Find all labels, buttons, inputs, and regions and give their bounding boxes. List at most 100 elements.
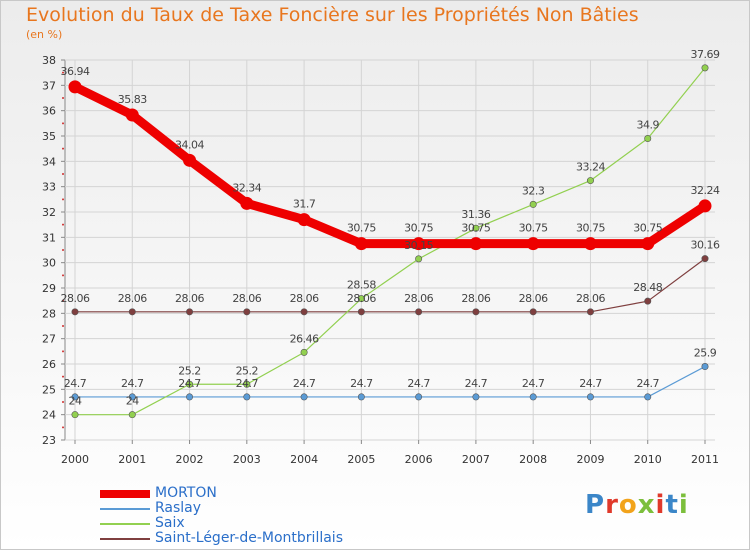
data-point-0 xyxy=(583,237,597,251)
legend-label-saix: Saix xyxy=(155,515,185,531)
x-tick-label: 2001 xyxy=(118,453,146,466)
data-point-0 xyxy=(412,237,426,251)
data-label-0: 31.7 xyxy=(293,198,316,211)
data-point-0 xyxy=(183,153,197,167)
data-label-3: 28.06 xyxy=(118,292,147,305)
data-point-3 xyxy=(186,308,194,316)
data-point-1 xyxy=(586,393,594,401)
data-point-2 xyxy=(71,411,79,419)
x-tick-label: 2007 xyxy=(462,453,490,466)
data-label-2: 25.2 xyxy=(178,364,201,377)
y-tick-label: 31 xyxy=(42,231,56,244)
logo-letter: x xyxy=(637,490,656,520)
data-point-1 xyxy=(128,393,136,401)
data-point-3 xyxy=(243,308,251,316)
data-point-1 xyxy=(644,393,652,401)
data-point-3 xyxy=(644,297,652,305)
y-minor-tick xyxy=(62,198,64,201)
logo-letter: P xyxy=(585,490,606,520)
data-label-0: 30.75 xyxy=(461,222,490,235)
data-point-0 xyxy=(354,237,368,251)
logo-letter: i xyxy=(655,490,666,520)
data-point-2 xyxy=(586,177,594,185)
data-label-3: 28.06 xyxy=(461,292,490,305)
y-minor-tick xyxy=(62,375,64,378)
legend-swatch-raslay xyxy=(100,508,150,510)
data-label-3: 28.06 xyxy=(175,292,204,305)
data-label-1: 24.7 xyxy=(579,377,602,390)
data-label-2: 33.24 xyxy=(576,161,605,174)
data-label-3: 28.06 xyxy=(61,292,90,305)
data-point-3 xyxy=(586,308,594,316)
y-minor-tick xyxy=(62,325,64,327)
data-label-0: 30.75 xyxy=(633,222,662,235)
legend-swatch-morton xyxy=(100,490,150,498)
y-minor-tick xyxy=(62,223,64,226)
data-label-3: 28.06 xyxy=(232,292,261,305)
data-point-3 xyxy=(300,308,308,316)
legend-label-raslay: Raslay xyxy=(155,500,202,516)
y-tick-label: 30 xyxy=(42,257,56,270)
data-point-0 xyxy=(698,199,712,213)
data-point-1 xyxy=(472,393,480,401)
data-label-2: 25.2 xyxy=(236,364,259,377)
data-point-1 xyxy=(357,393,365,401)
data-label-0: 35.83 xyxy=(118,93,147,106)
data-label-3: 28.06 xyxy=(347,292,376,305)
data-point-0 xyxy=(125,108,139,122)
y-tick-label: 35 xyxy=(42,130,56,143)
data-point-0 xyxy=(469,237,483,251)
data-label-3: 28.06 xyxy=(290,292,319,305)
data-label-1: 24.7 xyxy=(636,377,659,390)
logo-letter: o xyxy=(618,490,638,520)
data-label-1: 24.7 xyxy=(407,377,430,390)
data-label-3: 30.16 xyxy=(691,239,720,252)
x-tick-label: 2004 xyxy=(290,453,318,466)
data-label-1: 24.7 xyxy=(465,377,488,390)
y-minor-tick xyxy=(62,97,64,99)
data-label-1: 24.7 xyxy=(64,377,87,390)
y-tick-label: 38 xyxy=(42,54,56,67)
x-tick-label: 2006 xyxy=(405,453,433,466)
data-label-0: 30.75 xyxy=(347,222,376,235)
data-point-0 xyxy=(641,237,655,251)
data-label-0: 34.04 xyxy=(175,138,204,151)
y-tick-label: 32 xyxy=(42,206,56,219)
legend-swatch-saint-leger xyxy=(100,538,150,540)
x-tick-label: 2010 xyxy=(634,453,662,466)
y-minor-tick xyxy=(62,299,64,302)
y-tick-label: 26 xyxy=(42,358,56,371)
data-point-2 xyxy=(415,255,423,263)
data-point-2 xyxy=(529,200,537,208)
data-label-0: 30.75 xyxy=(576,222,605,235)
y-minor-tick xyxy=(62,249,64,251)
x-tick-label: 2000 xyxy=(61,453,89,466)
data-label-3: 28.06 xyxy=(576,292,605,305)
data-label-3: 28.48 xyxy=(633,281,662,294)
x-tick-label: 2005 xyxy=(347,453,375,466)
data-point-3 xyxy=(529,308,537,316)
data-point-2 xyxy=(472,224,480,232)
data-point-3 xyxy=(701,255,709,263)
data-point-2 xyxy=(243,380,251,388)
series-line-0 xyxy=(70,82,710,249)
data-label-0: 30.75 xyxy=(404,222,433,235)
logo-letter: r xyxy=(605,490,619,520)
y-tick-label: 33 xyxy=(42,181,56,194)
y-tick-label: 23 xyxy=(42,434,56,447)
data-point-1 xyxy=(529,393,537,401)
y-minor-tick xyxy=(62,71,64,74)
proxiti-logo: Proxiti xyxy=(585,490,689,520)
data-point-1 xyxy=(71,393,79,401)
y-minor-tick xyxy=(62,147,64,150)
data-point-1 xyxy=(415,393,423,401)
data-point-2 xyxy=(128,411,136,419)
data-point-2 xyxy=(300,348,308,356)
data-label-1: 24.7 xyxy=(293,377,316,390)
data-point-2 xyxy=(644,135,652,143)
chart-title: Evolution du Taux de Taxe Foncière sur l… xyxy=(26,4,639,26)
x-tick-label: 2003 xyxy=(233,453,261,466)
data-point-0 xyxy=(240,196,254,210)
data-label-1: 24.7 xyxy=(178,377,201,390)
